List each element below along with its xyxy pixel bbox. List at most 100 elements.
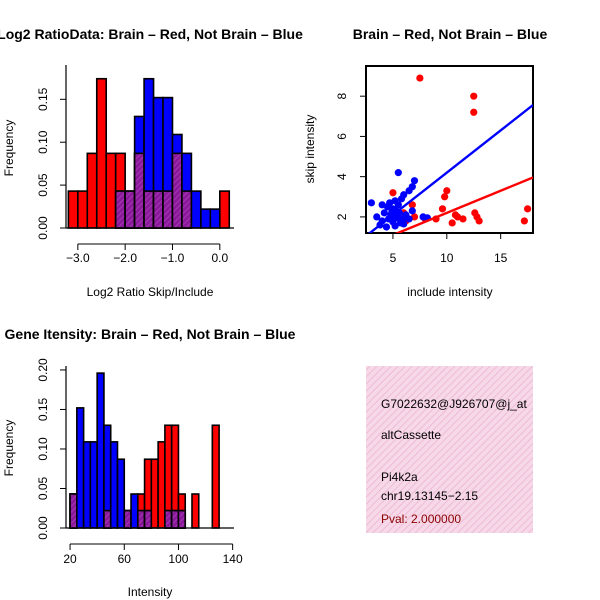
ratio-y-label: Frequency (2, 120, 16, 177)
intensity-x-axis: 20 60 100 140 (63, 543, 243, 566)
scatter-point-red-4 (443, 187, 451, 195)
scatter-point-blue-31 (394, 201, 402, 209)
ratio-y-tick-label-1: 0.05 (36, 173, 50, 197)
intensity-histogram-title: Gene Itensity: Brain – Red, Not Brain – … (5, 326, 296, 342)
scatter-y-tick-label-2: 6 (335, 133, 349, 140)
ratio-histogram-bars (67, 77, 231, 229)
intensity-x-label: Intensity (128, 585, 173, 599)
intensity-red-bar-12 (150, 458, 159, 529)
scatter-point-red-5 (441, 193, 449, 201)
intensity-overlap-bar-8 (123, 509, 132, 529)
intensity-x-tick-label-2: 100 (168, 552, 188, 566)
intensity-blue-bar-7 (116, 458, 126, 529)
intensity-y-tick-label-4: 0.20 (36, 358, 50, 382)
ratio-blue-bar-15 (209, 208, 221, 229)
ratio-y-ticks: 0.00 0.05 0.10 0.15 (36, 87, 66, 240)
intensity-y-label: Frequency (2, 420, 16, 477)
probe-id: G7022632@J926707@j_at (381, 397, 527, 411)
ratio-overlap-bar-5 (114, 190, 126, 229)
intensity-y-ticks: 0.00 0.05 0.10 0.15 0.20 (36, 358, 66, 540)
intensity-x-tick-label-1: 60 (118, 552, 132, 566)
scatter-point-red-19 (459, 215, 467, 223)
scatter-point-blue-1 (410, 177, 419, 185)
scatter-point-red-12 (475, 217, 483, 225)
scatter-y-label: skip intensity (303, 115, 317, 184)
scatter-point-blue-34 (408, 207, 416, 215)
ratio-red-bar-1 (77, 190, 89, 229)
intensity-blue-bar-1 (76, 407, 85, 529)
ratio-overlap-bar-10 (162, 190, 174, 229)
intensity-x-tick-label-3: 140 (223, 552, 243, 566)
intensity-overlap-bar-15 (170, 509, 180, 529)
scatter-point-red-14 (520, 217, 528, 225)
ratio-overlap-bar-11 (171, 152, 183, 229)
ratio-x-tick-label-0: −3.0 (66, 251, 90, 265)
intensity-blue-bar-9 (130, 493, 139, 529)
ratio-histogram-title: Log2 RatioData: Brain – Red, Not Brain –… (0, 26, 303, 42)
scatter-point-blue-27 (382, 223, 391, 231)
scatter-point-red-0 (416, 74, 424, 82)
scatter-fit-line-blue (367, 104, 533, 233)
scatter-point-red-13 (524, 205, 532, 213)
scatter-content (367, 74, 533, 233)
scatter-point-blue-20 (405, 215, 413, 223)
scatter-point-red-1 (470, 92, 478, 100)
intensity-blue-bar-3 (89, 441, 98, 529)
ratio-overlap-bar-12 (181, 190, 193, 229)
ratio-x-tick-label-3: 0.0 (211, 251, 228, 265)
scatter-x-axis: 5 10 15 (390, 233, 508, 265)
ratio-red-bar-2 (86, 152, 98, 229)
scatter-x-label: include intensity (407, 285, 492, 299)
scatter-point-red-6 (408, 201, 416, 209)
intensity-overlap-bar-10 (137, 509, 146, 529)
scatter-y-axis: 2 4 6 8 (335, 93, 366, 220)
intensity-overlap-bar-14 (164, 509, 173, 529)
scatter-point-blue-12 (380, 209, 388, 217)
scatter-x-tick-label-0: 5 (390, 251, 397, 265)
ratio-x-tick-label-2: −1.0 (161, 251, 185, 265)
intensity-blue-bar-6 (109, 441, 119, 529)
ratio-overlap-bar-8 (143, 190, 155, 229)
scatter-title: Brain – Red, Not Brain – Blue (353, 26, 548, 42)
intensity-histogram-panel: Gene Itensity: Brain – Red, Not Brain – … (2, 326, 296, 599)
ratio-overlap-bar-9 (152, 190, 164, 229)
scatter-y-tick-label-1: 4 (335, 173, 349, 180)
scatter-point-red-7 (438, 205, 447, 213)
scatter-y-tick-label-3: 8 (335, 93, 349, 100)
intensity-overlap-bar-11 (143, 509, 153, 529)
intensity-overlap-bar-16 (177, 509, 187, 529)
intensity-red-bar-18 (191, 493, 200, 529)
ratio-x-axis: −3.0 −2.0 −1.0 0.0 (66, 243, 228, 265)
scatter-fit-line-red (394, 176, 533, 233)
ratio-x-label: Log2 Ratio Skip/Include (87, 285, 214, 299)
scatter-x-tick-label-2: 15 (494, 251, 508, 265)
ratio-histogram-panel: Log2 RatioData: Brain – Red, Not Brain –… (0, 26, 303, 299)
scatter-plot-box (365, 65, 534, 234)
ratio-x-tick-label-1: −2.0 (113, 251, 137, 265)
intensity-red-bar-21 (211, 424, 220, 529)
scatter-point-blue-7 (367, 199, 375, 207)
scatter-y-tick-label-0: 2 (335, 213, 349, 220)
chromosome-location: chr19.13145−2.15 (381, 489, 478, 503)
intensity-x-tick-label-0: 20 (63, 552, 77, 566)
scatter-point-blue-28 (391, 222, 399, 230)
intensity-y-tick-label-1: 0.05 (36, 476, 50, 500)
intensity-blue-bar-4 (96, 372, 105, 529)
ratio-red-bar-3 (95, 77, 108, 229)
ratio-y-tick-label-2: 0.10 (36, 130, 50, 154)
ratio-y-tick-label-0: 0.00 (36, 216, 50, 240)
ratio-overlap-bar-6 (124, 190, 136, 229)
scatter-point-blue-29 (400, 220, 408, 228)
intensity-overlap-bar-5 (103, 509, 112, 529)
gene-name: Pi4k2a (381, 470, 418, 484)
pval-text: Pval: 2.000000 (381, 512, 461, 526)
scatter-point-blue-33 (386, 199, 394, 207)
ratio-y-tick-label-3: 0.15 (36, 87, 50, 111)
scatter-point-blue-32 (373, 213, 381, 221)
info-panel-background (366, 366, 533, 533)
info-panel-text-area: G7022632@J926707@j_at (381, 397, 527, 411)
intensity-blue-bar-2 (82, 441, 92, 529)
intensity-histogram-bars (69, 372, 220, 529)
scatter-point-red-9 (448, 219, 456, 227)
